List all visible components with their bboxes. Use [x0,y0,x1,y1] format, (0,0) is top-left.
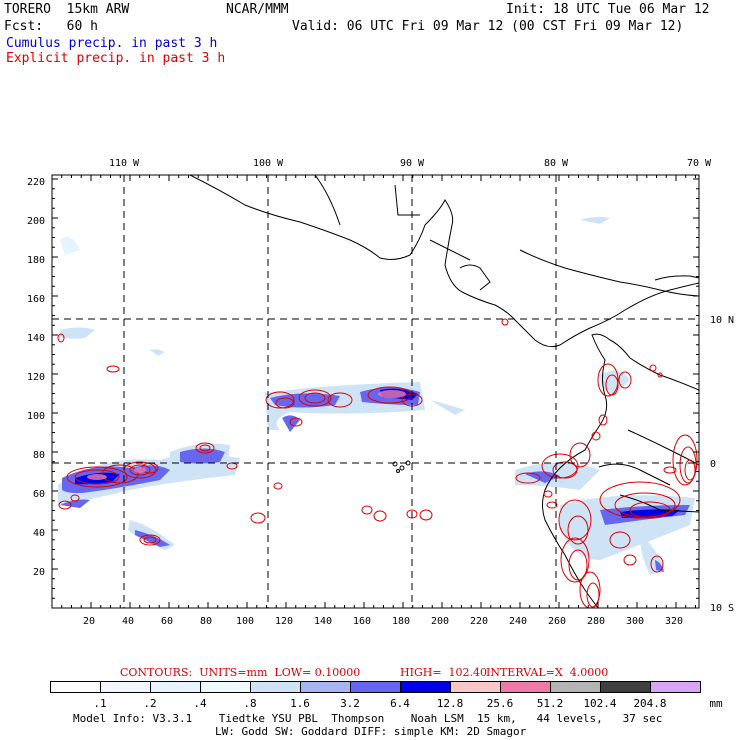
color-swatch [450,681,501,693]
right-axis-label: 10 S [710,603,734,614]
color-swatch [200,681,251,693]
left-axis-label: 220 [27,177,45,188]
precipitation-map: 110 W 100 W 90 W 80 W 70 W 10 N 0 10 S 2… [27,158,734,627]
color-swatch [600,681,651,693]
contour-interval: INTERVAL=X 4.0000 [486,666,609,679]
color-swatch [50,681,101,693]
left-axis-label: 40 [33,528,45,539]
bottom-axis-label: 320 [665,616,683,627]
color-scale-label: .2 [143,697,157,710]
left-axis-label: 160 [27,294,45,305]
bottom-axis-label: 200 [431,616,449,627]
model-name: TORERO 15km ARW [4,2,130,17]
top-axis-label: 110 W [109,158,140,169]
explicit-legend: Explicit precip. in past 3 h [6,51,226,66]
color-scale-label: .1 [93,697,107,710]
color-swatch [500,681,551,693]
top-axis-label: 70 W [687,158,712,169]
bottom-axis-label: 120 [275,616,293,627]
bottom-axis-label: 100 [236,616,254,627]
bottom-axis-label: 180 [392,616,410,627]
left-axis-label: 60 [33,489,45,500]
explicit-precip-contours [57,318,698,608]
bottom-axis-label: 300 [626,616,644,627]
color-swatch [400,681,451,693]
color-scale-label: .8 [243,697,257,710]
plot-frame [51,174,700,609]
top-axis-label: 90 W [400,158,425,169]
bottom-axis-label: 40 [122,616,134,627]
left-axis-label: 80 [33,450,45,461]
left-axis-label: 180 [27,255,45,266]
bottom-axis-label: 140 [314,616,332,627]
left-axis-label: 140 [27,333,45,344]
lat-lon-grid [52,175,699,608]
bottom-axis-label: 260 [548,616,566,627]
bottom-axis-label: 20 [83,616,95,627]
model-physics: LW: Godd SW: Goddard DIFF: simple KM: 2D… [215,725,527,738]
contour-high: HIGH= 102.40 [400,666,488,679]
color-scale-unit: mm [709,697,723,710]
top-axis-label: 80 W [544,158,569,169]
right-axis-label: 0 [710,459,716,470]
color-scale-label: 204.8 [633,697,667,710]
bottom-axis-label: 220 [470,616,488,627]
contour-info: CONTOURS: UNITS=mm LOW= 0.10000 [120,666,361,679]
color-scale-label: .4 [193,697,207,710]
forecast-hour: Fcst: 60 h [4,19,98,34]
color-swatch [100,681,151,693]
model-info: Model Info: V3.3.1 Tiedtke YSU PBL Thomp… [73,712,663,725]
color-swatch [650,681,701,693]
init-time: Init: 18 UTC Tue 06 Mar 12 [506,2,710,17]
bottom-axis-label: 280 [587,616,605,627]
axis-ticks [51,175,699,609]
bottom-axis-label: 240 [509,616,527,627]
valid-time: Valid: 06 UTC Fri 09 Mar 12 (00 CST Fri … [292,19,684,34]
color-scale-label: 102.4 [583,697,617,710]
bottom-axis-label: 60 [161,616,173,627]
color-swatch [550,681,601,693]
bottom-axis-label: 80 [200,616,212,627]
right-axis-label: 10 N [710,315,734,326]
left-axis-label: 20 [33,567,45,578]
organization: NCAR/MMM [226,2,289,17]
color-scale-label: 1.6 [290,697,310,710]
color-scale-label: 6.4 [390,697,410,710]
color-swatch [300,681,351,693]
left-axis-label: 100 [27,411,45,422]
color-scale-label: 3.2 [340,697,360,710]
axis-labels: 110 W 100 W 90 W 80 W 70 W 10 N 0 10 S 2… [27,158,734,627]
color-swatch [350,681,401,693]
bottom-axis-label: 160 [353,616,371,627]
color-scale-label: 12.8 [436,697,464,710]
top-axis-label: 100 W [253,158,284,169]
left-axis-label: 120 [27,372,45,383]
cumulus-legend: Cumulus precip. in past 3 h [6,36,218,51]
color-scale-label: 51.2 [536,697,564,710]
heavy-explicit-fills [87,390,406,480]
color-swatch [150,681,201,693]
color-scale-label: 25.6 [486,697,514,710]
left-axis-label: 200 [27,216,45,227]
color-swatch [250,681,301,693]
